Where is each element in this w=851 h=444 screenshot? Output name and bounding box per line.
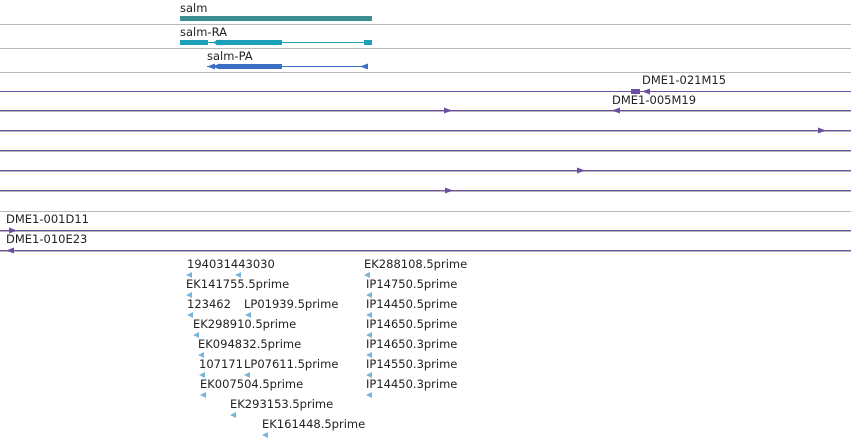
- clone-end-arrow[interactable]: [445, 187, 453, 194]
- est-label[interactable]: EK161448.5prime: [262, 417, 366, 431]
- est-feature[interactable]: [366, 312, 372, 318]
- est-feature[interactable]: [366, 352, 372, 358]
- est-feature[interactable]: [186, 292, 192, 298]
- exon-block[interactable]: [364, 40, 372, 45]
- est-label[interactable]: IP14750.5prime: [366, 277, 458, 291]
- est-feature[interactable]: [366, 292, 372, 298]
- est-feature[interactable]: [244, 372, 250, 378]
- est-feature[interactable]: [235, 272, 241, 278]
- est-label[interactable]: IP14650.3prime: [366, 337, 458, 351]
- est-feature[interactable]: [230, 412, 236, 418]
- clone-end-arrow[interactable]: [818, 127, 826, 134]
- est-label[interactable]: 107171: [199, 357, 243, 371]
- est-feature[interactable]: [187, 312, 193, 318]
- est-feature[interactable]: [193, 332, 199, 338]
- est-label[interactable]: IP14550.3prime: [366, 357, 458, 371]
- clone-end-arrow[interactable]: [6, 247, 14, 254]
- est-feature[interactable]: [364, 272, 370, 278]
- transcript-label-salm-ra[interactable]: salm-RA: [180, 25, 227, 39]
- clone-end[interactable]: [631, 89, 640, 94]
- est-feature[interactable]: [200, 392, 206, 398]
- est-feature[interactable]: [366, 372, 372, 378]
- transcript-label-salm-pa[interactable]: salm-PA: [207, 49, 253, 63]
- clone-end-arrow[interactable]: [444, 107, 452, 114]
- gene-feature-salm[interactable]: [180, 16, 372, 21]
- est-feature[interactable]: [199, 372, 205, 378]
- exon-block[interactable]: [216, 40, 282, 45]
- est-label[interactable]: LP01939.5prime: [244, 297, 339, 311]
- exon-block[interactable]: [218, 64, 282, 69]
- strand-arrow[interactable]: [212, 63, 220, 70]
- est-label[interactable]: LP07611.5prime: [244, 357, 339, 371]
- gene-label-salm[interactable]: salm: [180, 1, 208, 15]
- clone-label-dme1-021m15[interactable]: DME1-021M15: [642, 73, 727, 87]
- clone-end-arrow[interactable]: [577, 167, 585, 174]
- est-label[interactable]: IP14450.5prime: [366, 297, 458, 311]
- est-feature[interactable]: [186, 272, 192, 278]
- strand-arrow[interactable]: [360, 63, 368, 70]
- clone-end-arrow[interactable]: [9, 227, 17, 234]
- est-label[interactable]: EK094832.5prime: [198, 337, 302, 351]
- est-feature[interactable]: [245, 312, 251, 318]
- est-label[interactable]: EK293153.5prime: [230, 397, 334, 411]
- est-label[interactable]: IP14650.5prime: [366, 317, 458, 331]
- strand-arrow[interactable]: [207, 63, 215, 70]
- est-label[interactable]: IP14450.3prime: [366, 377, 458, 391]
- clone-end-arrow[interactable]: [642, 88, 650, 95]
- est-label[interactable]: 194031443030: [187, 257, 275, 271]
- est-feature[interactable]: [366, 392, 372, 398]
- est-label[interactable]: EK298910.5prime: [193, 317, 297, 331]
- est-feature[interactable]: [366, 332, 372, 338]
- clone-label-dme1-010e23[interactable]: DME1-010E23: [6, 232, 88, 246]
- strand-arrow[interactable]: [212, 39, 220, 46]
- clone-end-arrow[interactable]: [612, 107, 620, 114]
- est-label[interactable]: EK288108.5prime: [364, 257, 468, 271]
- est-feature[interactable]: [262, 432, 268, 438]
- clone-label-dme1-005m19[interactable]: DME1-005M19: [612, 93, 697, 107]
- clone-label-dme1-001d11[interactable]: DME1-001D11: [6, 212, 89, 226]
- exon-block[interactable]: [180, 40, 208, 45]
- est-label[interactable]: EK141755.5prime: [186, 277, 290, 291]
- est-label[interactable]: 123462: [187, 297, 231, 311]
- est-feature[interactable]: [198, 352, 204, 358]
- est-label[interactable]: EK007504.5prime: [200, 377, 304, 391]
